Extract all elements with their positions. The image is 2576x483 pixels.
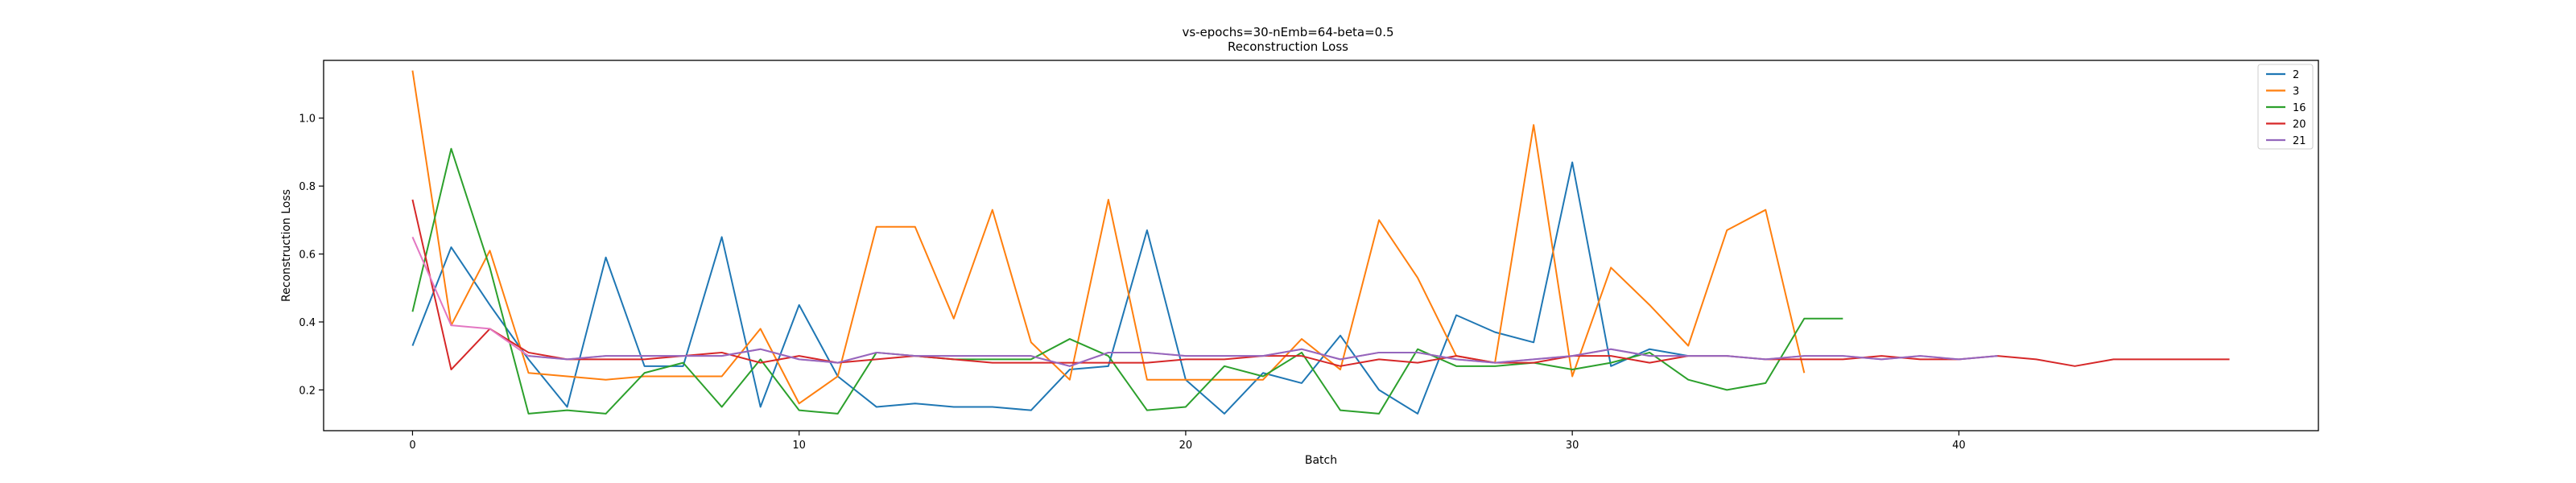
x-tick-label: 20 xyxy=(1179,440,1193,452)
y-axis-label: Reconstruction Loss xyxy=(280,189,293,302)
chart-title: vs-epochs=30-nEmb=64-beta=0.5 xyxy=(1182,25,1393,39)
y-tick-label: 0.6 xyxy=(299,250,316,262)
x-tick-label: 30 xyxy=(1566,440,1579,452)
x-tick-label: 40 xyxy=(1952,440,1966,452)
series-line-3 xyxy=(411,70,1806,405)
legend-label-2: 2 xyxy=(2293,69,2299,81)
x-axis-label: Batch xyxy=(1305,454,1337,467)
x-tick-label: 10 xyxy=(792,440,806,452)
y-axis-ticks: 0.2 0.4 0.6 0.8 1.0 xyxy=(299,114,324,397)
y-tick-label: 0.4 xyxy=(299,317,316,329)
legend-label-16: 16 xyxy=(2293,102,2306,114)
y-tick-label: 0.2 xyxy=(299,385,316,397)
legend-label-3: 3 xyxy=(2293,86,2299,98)
y-tick-label: 1.0 xyxy=(299,114,316,126)
series-line-20 xyxy=(411,199,2230,371)
series-line-21-tail xyxy=(528,348,1998,367)
chart-subtitle: Reconstruction Loss xyxy=(1228,39,1348,54)
plot-area xyxy=(323,60,2319,431)
y-tick-label: 0.8 xyxy=(299,181,316,193)
legend: 2 3 16 20 21 xyxy=(2257,64,2314,150)
series-line-2 xyxy=(411,161,1689,415)
legend-label-21: 21 xyxy=(2293,135,2306,147)
x-axis-ticks: 0 10 20 30 40 xyxy=(409,431,1966,452)
series-lines xyxy=(411,70,2230,415)
legend-label-20: 20 xyxy=(2293,119,2306,131)
series-line-16 xyxy=(411,147,1843,415)
legend-items: 2 3 16 20 21 xyxy=(2266,69,2306,147)
x-tick-label: 0 xyxy=(409,440,415,452)
